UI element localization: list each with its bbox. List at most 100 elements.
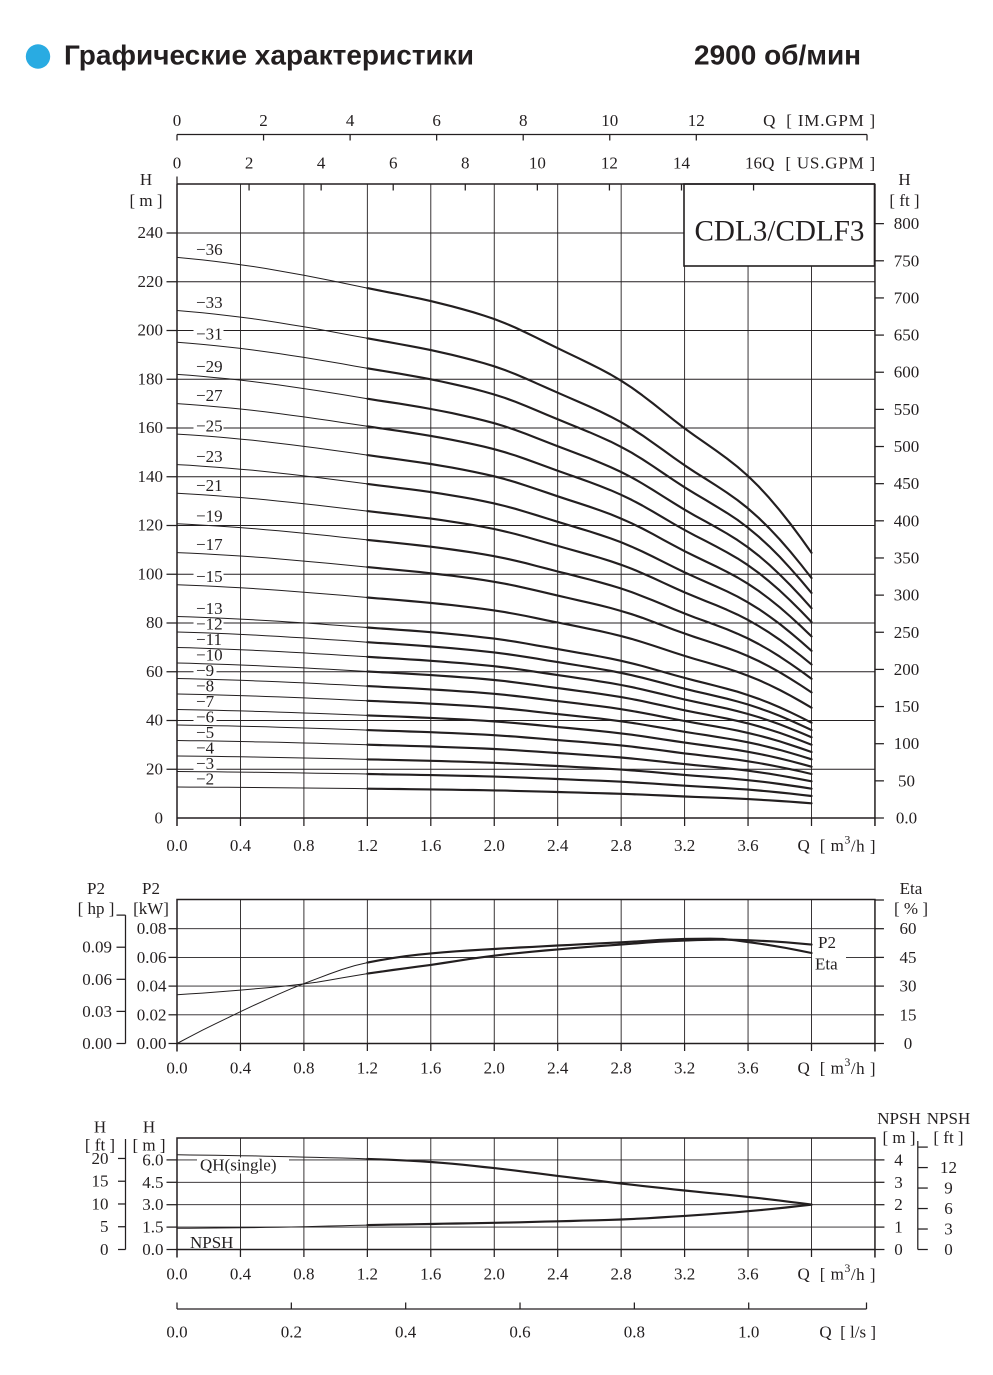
svg-text:180: 180 (138, 369, 164, 388)
svg-text:40: 40 (146, 711, 163, 730)
svg-text:4: 4 (894, 1150, 903, 1169)
svg-text:2.0: 2.0 (484, 836, 505, 855)
svg-text:6: 6 (944, 1199, 953, 1218)
svg-text:140: 140 (138, 467, 164, 486)
svg-text:[kW]: [kW] (133, 899, 169, 918)
svg-text:−10: −10 (196, 646, 223, 665)
svg-text:0.4: 0.4 (230, 836, 252, 855)
svg-text:Eta: Eta (815, 955, 838, 974)
svg-text:−21: −21 (196, 476, 223, 495)
svg-text:200: 200 (894, 660, 920, 679)
svg-text:0: 0 (904, 1034, 913, 1053)
svg-text:550: 550 (894, 400, 920, 419)
svg-text:−23: −23 (196, 447, 223, 466)
svg-text:2900 об/мин: 2900 об/мин (694, 40, 861, 71)
svg-text:−31: −31 (196, 325, 223, 344)
svg-text:0.0: 0.0 (166, 1265, 187, 1284)
svg-text:P2: P2 (87, 879, 105, 898)
svg-text:Q [ m3/h ]: Q [ m3/h ] (797, 1261, 876, 1284)
svg-text:−12: −12 (196, 615, 223, 634)
svg-text:1.2: 1.2 (357, 1265, 378, 1284)
svg-text:−9: −9 (196, 661, 214, 680)
svg-text:6.0: 6.0 (142, 1150, 163, 1169)
svg-text:0.4: 0.4 (230, 1059, 252, 1078)
svg-text:15: 15 (900, 1005, 917, 1024)
svg-text:3: 3 (944, 1220, 953, 1239)
svg-text:0.08: 0.08 (137, 919, 167, 938)
svg-text:−33: −33 (196, 293, 223, 312)
svg-text:60: 60 (900, 919, 917, 938)
svg-text:0: 0 (944, 1240, 953, 1259)
svg-text:150: 150 (894, 697, 920, 716)
svg-text:2: 2 (894, 1195, 903, 1214)
svg-text:0.06: 0.06 (82, 970, 112, 989)
svg-text:2.8: 2.8 (611, 836, 632, 855)
svg-text:3.6: 3.6 (737, 836, 758, 855)
svg-text:50: 50 (898, 771, 915, 790)
svg-text:3: 3 (894, 1173, 903, 1192)
svg-text:6: 6 (389, 154, 398, 173)
svg-text:16: 16 (745, 154, 762, 173)
svg-text:1.6: 1.6 (420, 1059, 441, 1078)
svg-text:−2: −2 (196, 770, 214, 789)
svg-text:NPSH: NPSH (877, 1109, 920, 1128)
svg-text:−5: −5 (196, 723, 214, 742)
svg-text:0: 0 (173, 111, 182, 130)
svg-text:NPSH: NPSH (190, 1233, 233, 1252)
svg-text:400: 400 (894, 511, 920, 530)
svg-text:6: 6 (432, 111, 441, 130)
svg-text:80: 80 (146, 613, 163, 632)
svg-text:−17: −17 (196, 535, 223, 554)
svg-text:9: 9 (944, 1179, 953, 1198)
svg-text:0.03: 0.03 (82, 1002, 112, 1021)
svg-text:0: 0 (173, 154, 182, 173)
svg-text:QH(single): QH(single) (200, 1156, 276, 1175)
svg-text:300: 300 (894, 586, 920, 605)
svg-text:2.0: 2.0 (484, 1265, 505, 1284)
svg-text:−25: −25 (196, 417, 223, 436)
svg-text:1.2: 1.2 (357, 1059, 378, 1078)
svg-text:0.8: 0.8 (293, 836, 314, 855)
svg-text:350: 350 (894, 548, 920, 567)
svg-text:0.4: 0.4 (395, 1323, 417, 1342)
svg-text:45: 45 (900, 948, 917, 967)
svg-text:[ ft ]: [ ft ] (85, 1136, 115, 1155)
svg-text:0.0: 0.0 (166, 1323, 187, 1342)
svg-text:Q [ m3/h ]: Q [ m3/h ] (797, 1055, 876, 1078)
svg-text:20: 20 (146, 759, 163, 778)
svg-text:2.0: 2.0 (484, 1059, 505, 1078)
svg-text:15: 15 (92, 1172, 109, 1191)
svg-text:1.6: 1.6 (420, 1265, 441, 1284)
svg-text:450: 450 (894, 474, 920, 493)
svg-text:12: 12 (940, 1158, 957, 1177)
svg-text:Q [ US.GPM ]: Q [ US.GPM ] (762, 154, 876, 173)
svg-text:−19: −19 (196, 506, 223, 525)
svg-text:600: 600 (894, 363, 920, 382)
svg-text:12: 12 (688, 111, 705, 130)
svg-text:−27: −27 (196, 386, 223, 405)
svg-text:0.09: 0.09 (82, 938, 112, 957)
svg-text:0.4: 0.4 (230, 1265, 252, 1284)
svg-text:[ m ]: [ m ] (129, 191, 162, 210)
svg-text:CDL3/CDLF3: CDL3/CDLF3 (695, 215, 865, 248)
svg-text:−13: −13 (196, 599, 223, 618)
svg-text:2: 2 (259, 111, 268, 130)
svg-text:750: 750 (894, 251, 920, 270)
svg-text:−11: −11 (196, 630, 222, 649)
svg-text:0.8: 0.8 (293, 1059, 314, 1078)
svg-text:2.4: 2.4 (547, 836, 569, 855)
svg-text:[ ft ]: [ ft ] (889, 191, 919, 210)
svg-text:700: 700 (894, 288, 920, 307)
svg-text:H: H (140, 170, 152, 189)
svg-text:0.0: 0.0 (142, 1240, 163, 1259)
svg-text:Q [ m3/h ]: Q [ m3/h ] (797, 833, 876, 856)
svg-text:0.00: 0.00 (82, 1034, 112, 1053)
svg-text:10: 10 (92, 1194, 109, 1213)
svg-text:0: 0 (155, 809, 164, 828)
svg-text:0: 0 (894, 1240, 903, 1259)
svg-text:10: 10 (601, 111, 618, 130)
svg-text:0.0: 0.0 (166, 1059, 187, 1078)
svg-text:0.00: 0.00 (137, 1034, 167, 1053)
svg-text:200: 200 (138, 321, 164, 340)
svg-text:0.8: 0.8 (624, 1323, 645, 1342)
